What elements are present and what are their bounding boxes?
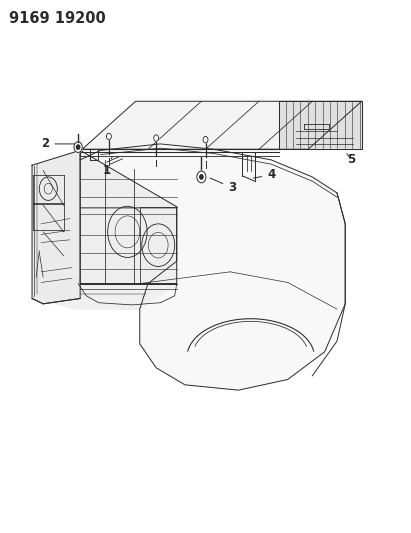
Polygon shape xyxy=(32,150,177,309)
Polygon shape xyxy=(82,101,362,149)
Polygon shape xyxy=(80,150,177,284)
Text: 2: 2 xyxy=(41,138,74,150)
Polygon shape xyxy=(32,150,80,304)
Circle shape xyxy=(203,136,208,143)
Polygon shape xyxy=(279,101,362,149)
Circle shape xyxy=(106,133,111,140)
Polygon shape xyxy=(80,144,345,390)
Circle shape xyxy=(200,175,203,179)
Circle shape xyxy=(197,171,206,183)
Text: 9169 19200: 9169 19200 xyxy=(9,11,106,26)
Text: 4: 4 xyxy=(254,168,275,181)
Circle shape xyxy=(154,135,159,141)
Circle shape xyxy=(76,145,80,149)
Text: 5: 5 xyxy=(347,154,356,166)
Text: 3: 3 xyxy=(210,178,236,194)
Circle shape xyxy=(74,142,82,152)
Text: 1: 1 xyxy=(103,157,112,177)
